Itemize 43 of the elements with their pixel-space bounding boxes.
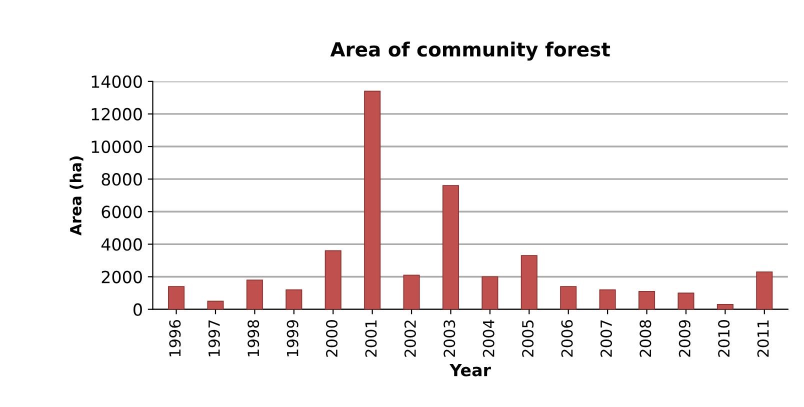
y-axis-title: Area (ha)	[70, 156, 84, 236]
y-tick-label: 10000	[92, 140, 142, 154]
bar	[716, 304, 734, 310]
x-tick-label: 1999	[286, 320, 298, 356]
bar	[756, 271, 773, 310]
bar	[207, 300, 224, 310]
bar	[364, 90, 381, 310]
x-tick-label: 2008	[640, 320, 652, 357]
bar	[324, 250, 342, 310]
x-tick-label: 2002	[404, 320, 416, 357]
bar	[403, 274, 420, 310]
bar	[286, 289, 302, 310]
x-tick-label: 2000	[326, 320, 338, 357]
x-tick-label: 2001	[365, 320, 377, 357]
y-tick-label: 6000	[102, 206, 142, 218]
y-tick-label: 0	[134, 303, 142, 316]
x-tick-label: 2009	[678, 320, 690, 357]
x-tick-label: 2006	[561, 320, 573, 357]
bar	[442, 185, 459, 310]
bar	[638, 290, 656, 310]
x-tick-label: 1997	[208, 320, 220, 356]
bar	[482, 276, 498, 310]
x-tick-label: 2003	[444, 320, 456, 357]
x-tick-label: 2011	[757, 320, 769, 357]
chart-title: Area of community forest	[330, 42, 610, 61]
x-tick-label: 2010	[718, 320, 730, 357]
bar	[168, 286, 185, 310]
x-axis-title: Year	[450, 364, 491, 376]
bar	[246, 280, 263, 310]
x-tick-label: 1996	[169, 320, 181, 356]
y-tick-label: 8000	[102, 173, 142, 186]
bar	[599, 289, 616, 310]
x-tick-label: 2004	[482, 320, 494, 357]
x-tick-label: 2005	[522, 320, 534, 357]
y-tick-label: 12000	[92, 108, 142, 121]
y-tick-label: 4000	[101, 238, 142, 251]
bar	[560, 286, 577, 310]
y-tick-label: 14000	[92, 75, 142, 88]
bar	[520, 255, 538, 310]
bar	[678, 292, 694, 310]
y-tick-label: 2000	[102, 270, 142, 284]
x-tick-label: 1998	[248, 320, 260, 356]
x-tick-label: 2007	[600, 320, 612, 357]
